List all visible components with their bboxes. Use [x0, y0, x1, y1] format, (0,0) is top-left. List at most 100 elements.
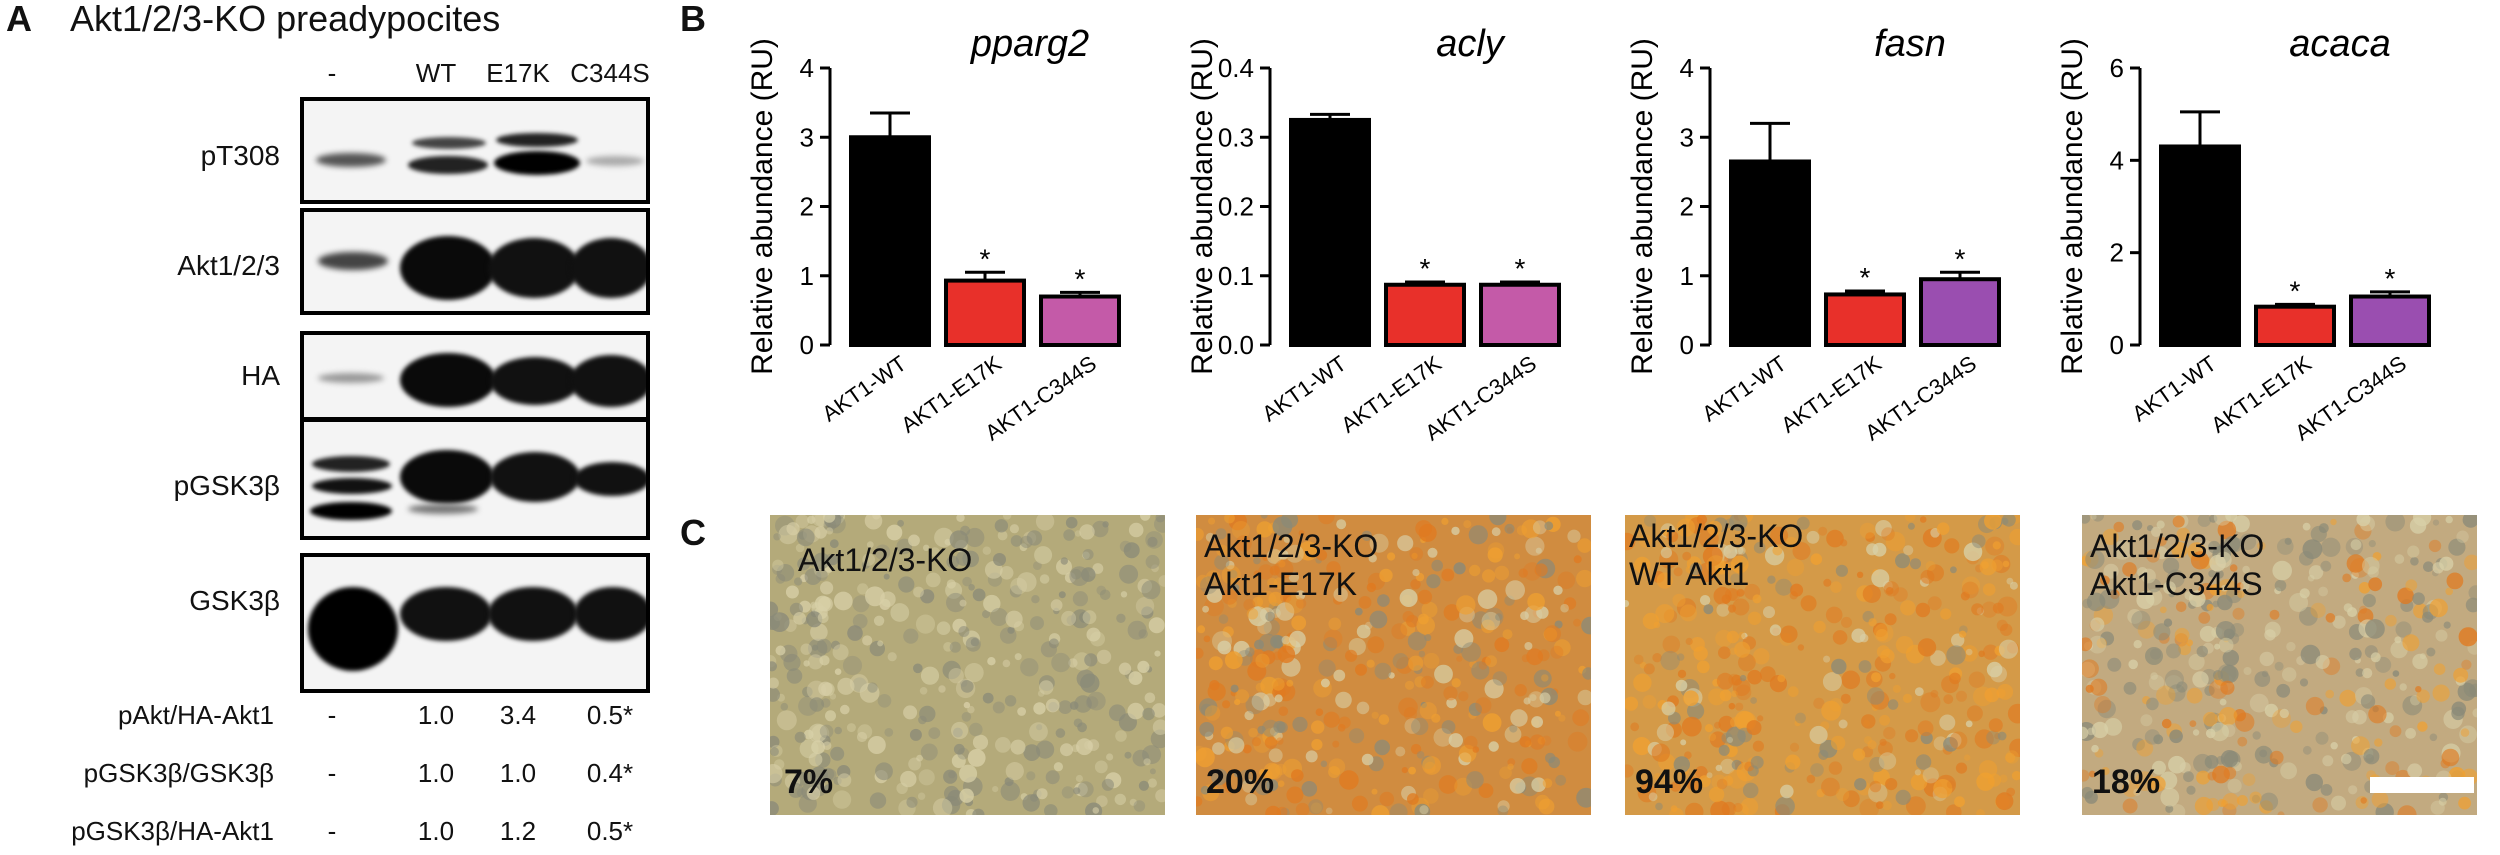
cell-blob [2190, 551, 2210, 570]
cell-blob [1767, 575, 1776, 584]
cell-blob [786, 522, 800, 536]
cell-blob [2318, 523, 2329, 534]
cell-blob [1298, 530, 1305, 536]
percent-label: 20% [1206, 763, 1275, 801]
cell-blob [1031, 595, 1040, 604]
y-tick-label: 2 [800, 192, 814, 222]
cell-blob [1986, 730, 2001, 745]
cell-blob [2384, 678, 2396, 690]
cell-blob [1644, 515, 1656, 527]
cell-blob [1310, 802, 1322, 814]
cell-blob [1141, 580, 1161, 600]
cell-blob [1730, 555, 1749, 574]
bar-akt1-e17k [1384, 282, 1466, 348]
blot-pgsk3b [300, 418, 650, 540]
cell-blob [1732, 678, 1751, 697]
cell-blob [1311, 720, 1325, 734]
y-axis-label: Relative abundance (RU) [1626, 38, 1659, 375]
cell-blob [1420, 701, 1427, 709]
cell-blob [1655, 604, 1675, 624]
cell-blob [1411, 717, 1429, 736]
cell-blob [2351, 571, 2359, 579]
cell-blob [1959, 630, 1967, 638]
cell-blob [1368, 554, 1377, 563]
cell-blob [1750, 697, 1757, 704]
cell-blob [1138, 780, 1149, 791]
cell-blob [1035, 515, 1055, 531]
cell-blob [2252, 731, 2261, 740]
cell-blob [1033, 561, 1042, 570]
cell-blob [1775, 578, 1793, 596]
cell-blob [1145, 554, 1160, 569]
cell-blob [1475, 697, 1492, 714]
cell-blob [1417, 589, 1433, 605]
cell-blob [1244, 710, 1254, 721]
cell-blob [1351, 795, 1368, 812]
cell-blob [916, 754, 923, 762]
cell-blob [1875, 520, 1892, 537]
cell-blob [1275, 763, 1287, 776]
cell-blob [1818, 526, 1828, 536]
cell-blob [852, 595, 870, 613]
lane-label-c344s: C344S [570, 58, 650, 88]
cell-blob [1199, 722, 1215, 737]
cell-blob [1127, 620, 1147, 640]
cell-blob [1838, 719, 1848, 729]
cell-blob [1484, 679, 1504, 699]
cell-blob [1468, 525, 1488, 545]
cell-blob [1494, 637, 1510, 653]
cell-blob [2153, 623, 2171, 641]
cell-blob [1875, 628, 1889, 642]
cell-blob [1120, 591, 1128, 598]
cell-blob [1478, 660, 1488, 670]
cell-blob [2192, 671, 2209, 688]
quant-label-pgsk-ha: pGSK3β/HA-Akt1 [71, 816, 274, 846]
cell-blob [2203, 711, 2218, 727]
cell-blob [1389, 803, 1408, 815]
cell-blob [2156, 685, 2176, 705]
cell-blob [1693, 646, 1708, 661]
cell-blob [806, 786, 821, 800]
cell-blob [1379, 568, 1393, 583]
cell-blob [2168, 755, 2186, 774]
cell-blob [1158, 575, 1165, 587]
cell-blob [2432, 684, 2450, 702]
cell-blob [1746, 720, 1762, 736]
cell-blob [1936, 522, 1950, 535]
cell-blob [1946, 645, 1966, 665]
cell-blob [1726, 736, 1733, 743]
cell-blob [1268, 591, 1283, 607]
cell-blob [1448, 733, 1463, 748]
cell-blob [928, 727, 941, 739]
cell-blob [1573, 555, 1582, 564]
cell-blob [1482, 713, 1502, 732]
cell-blob [1961, 645, 1978, 662]
cell-blob [1420, 675, 1434, 689]
cell-blob [2286, 641, 2296, 652]
cell-blob [2368, 577, 2383, 592]
cell-blob [1550, 645, 1564, 659]
cell-blob [1222, 626, 1234, 638]
cell-blob [2222, 723, 2236, 738]
cell-blob [2354, 522, 2372, 540]
cell-blob [1197, 625, 1206, 634]
cell-blob [1545, 752, 1556, 764]
cell-blob [1878, 752, 1897, 770]
cell-blob [2082, 786, 2094, 799]
cell-blob [1056, 558, 1072, 575]
cell-blob [2217, 520, 2237, 540]
cell-blob [1488, 741, 1499, 752]
cell-blob [2219, 698, 2227, 706]
cell-blob [1920, 692, 1941, 713]
cell-blob [1915, 754, 1932, 770]
cell-blob [1119, 564, 1139, 584]
cell-blob [2091, 515, 2105, 522]
cell-blob [1469, 564, 1481, 577]
cell-blob [822, 741, 832, 750]
cell-blob [2397, 805, 2417, 815]
cell-blob [1699, 595, 1711, 606]
cell-blob [807, 515, 816, 524]
cell-blob [1196, 747, 1215, 768]
cell-blob [2009, 738, 2020, 757]
micrograph-c344s: Akt1/2/3-KO Akt1-C344S 18% [2082, 515, 2477, 815]
